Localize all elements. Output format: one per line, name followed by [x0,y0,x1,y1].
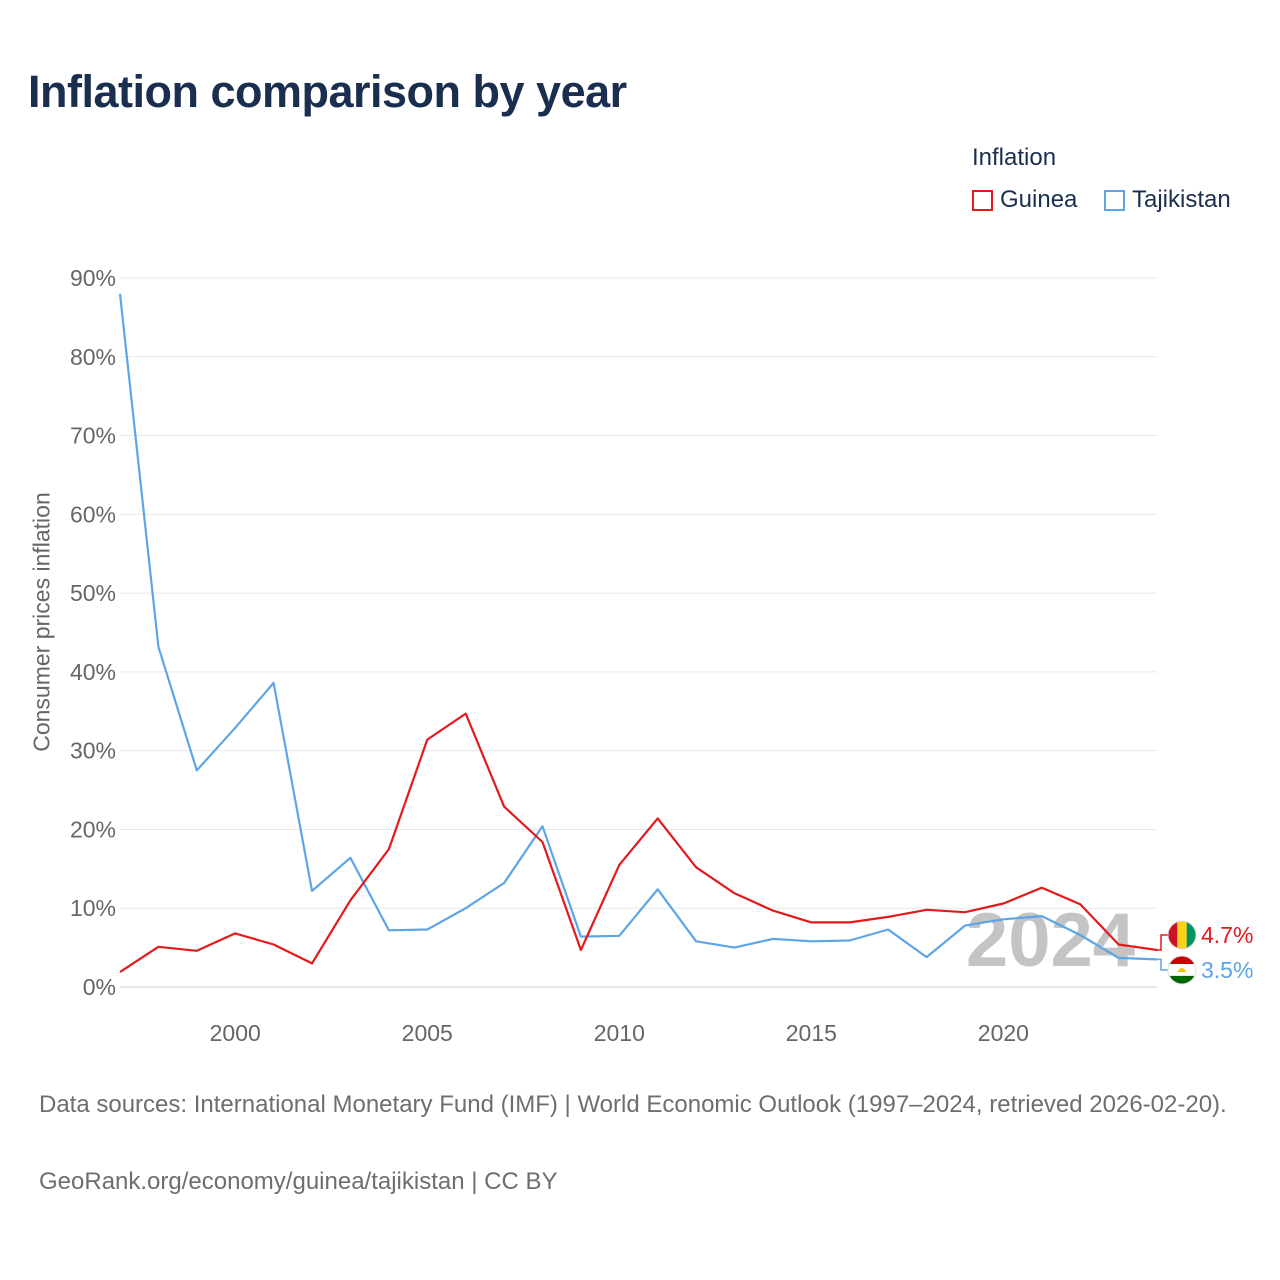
y-tick-label: 90% [70,265,116,291]
y-tick-label: 0% [83,974,116,1000]
legend-label-tajikistan: Tajikistan [1132,186,1231,213]
y-tick-label: 80% [70,344,116,370]
series-line-guinea[interactable] [119,712,1158,973]
x-tick-label: 2010 [594,1020,645,1046]
y-tick-label: 20% [70,816,116,842]
y-tick-labels: 0% 10% 20% 30% 40% 50% 60% 70% 80% 90% [70,265,116,1000]
series-line-tajikistan[interactable] [118,293,1158,961]
legend-label-guinea: Guinea [1000,186,1078,213]
end-value-guinea: 4.7% [1201,922,1253,948]
end-value-tajikistan: 3.5% [1201,957,1253,983]
tajikistan-flag-icon [1167,955,1197,985]
legend-swatch-tajikistan [1104,189,1125,211]
y-tick-label: 40% [70,659,116,685]
end-label-connector [1157,958,1168,971]
legend-swatch-guinea [972,189,993,211]
x-tick-label: 2015 [786,1020,837,1046]
y-tick-label: 10% [70,895,116,921]
page-title: Inflation comparison by year [28,66,627,117]
legend-item-tajikistan[interactable]: Tajikistan [1104,186,1231,214]
credit-link[interactable]: GeoRank.org/economy/guinea/tajikistan | … [39,1168,558,1195]
end-labels: 4.7% 3.5% [1157,920,1253,985]
x-tick-label: 2020 [978,1020,1029,1046]
y-tick-label: 30% [70,738,116,764]
end-label-connector [1157,934,1168,951]
gridlines [120,277,1157,988]
x-tick-label: 2005 [402,1020,453,1046]
y-tick-label: 60% [70,501,116,527]
series-lines [118,293,1158,973]
year-watermark: 2024 [966,898,1135,983]
data-sources: Data sources: International Monetary Fun… [39,1091,1227,1118]
y-tick-label: 70% [70,423,116,449]
y-tick-label: 50% [70,580,116,606]
legend-title: Inflation [972,144,1057,171]
x-tick-label: 2000 [210,1020,261,1046]
x-tick-labels: 2000 2005 2010 2015 2020 [210,1020,1029,1046]
legend-item-guinea[interactable]: Guinea [972,186,1077,214]
guinea-flag-icon [1167,920,1197,950]
